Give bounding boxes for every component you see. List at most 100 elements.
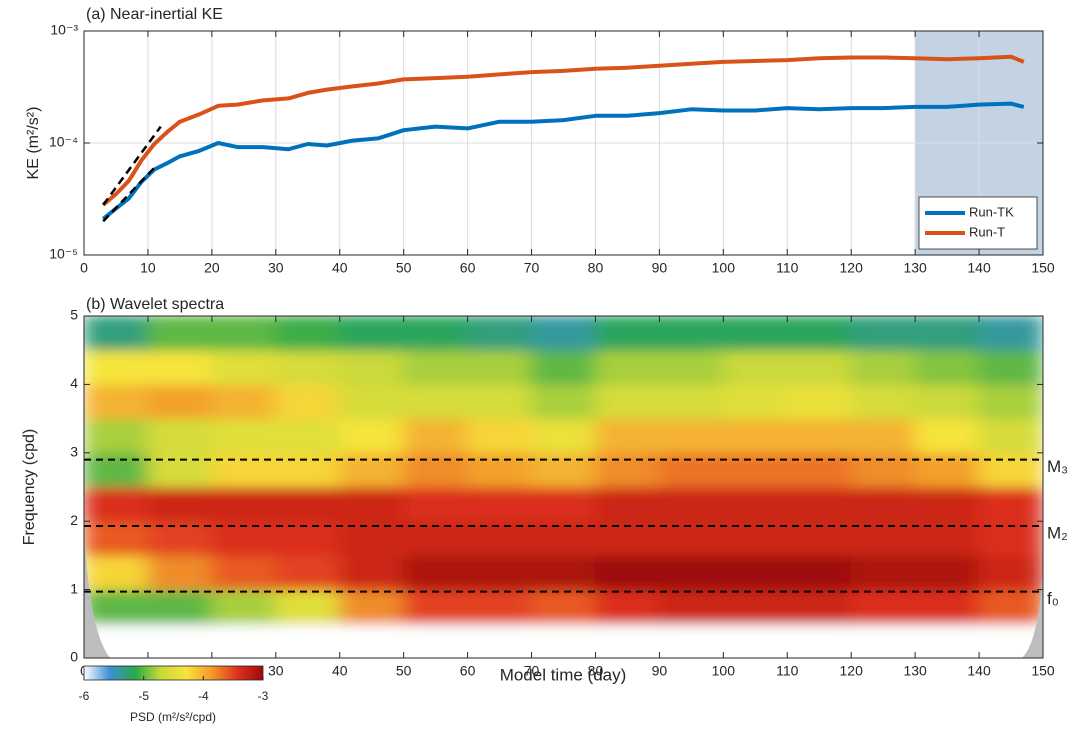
heatmap-cell [339, 623, 405, 658]
series-line [101, 54, 1025, 207]
heatmap-cell [786, 418, 852, 454]
heatmap-cell [722, 554, 788, 591]
y-tick-label: 5 [70, 307, 78, 323]
heatmap-cell [594, 383, 660, 420]
heatmap-cell [467, 589, 533, 625]
y-tick-label: 4 [70, 375, 78, 391]
x-tick-label: 150 [1031, 663, 1055, 679]
y-tick-label: 10⁻⁴ [49, 134, 78, 150]
heatmap-cell [211, 554, 277, 591]
x-tick-label: 110 [776, 663, 799, 679]
heatmap-cell [339, 554, 405, 591]
x-tick-label: 70 [524, 663, 540, 679]
heatmap-cell [594, 349, 660, 385]
heatmap-cell [275, 349, 341, 385]
heatmap-cell [594, 452, 660, 488]
heatmap-cell [658, 452, 724, 488]
heatmap-cell [467, 554, 533, 591]
heatmap-cell [658, 589, 724, 625]
heatmap-cell [403, 589, 469, 625]
heatmap-cell [722, 383, 788, 420]
heatmap-cell [147, 418, 213, 454]
heatmap-cell [914, 418, 980, 454]
heatmap-cell [850, 418, 916, 454]
panel-a-title: (a) Near-inertial KE [86, 6, 223, 23]
heatmap-cell [850, 383, 916, 420]
x-tick-label: 130 [903, 663, 927, 679]
heatmap-cell [211, 452, 277, 488]
panel-a: 0 10 20 30 40 50 60 70 80 90 100 110 120 130 140 150 10⁻… [49, 22, 1055, 276]
heatmap-cell [147, 349, 213, 385]
x-tick-label: 80 [588, 260, 604, 276]
colorbar-tick-label: -5 [138, 689, 149, 703]
heatmap-cell [850, 452, 916, 488]
heatmap-cell [403, 623, 469, 658]
heatmap-cell [978, 589, 1043, 625]
fit-line [102, 125, 162, 206]
heatmap-cell [658, 316, 724, 351]
heatmap-cell [722, 486, 788, 522]
x-tick-label: 50 [396, 260, 412, 276]
heatmap-cell [850, 589, 916, 625]
heatmap-cell [147, 623, 213, 658]
heatmap-cell [786, 349, 852, 385]
heatmap-cell [531, 589, 596, 625]
x-axis-label: Model time (day) [500, 665, 627, 684]
x-tick-label: 130 [903, 260, 927, 276]
x-tick-label: 20 [204, 260, 220, 276]
heatmap-cell [914, 316, 980, 351]
heatmap-cell [531, 383, 596, 420]
heatmap-cell [722, 623, 788, 658]
heatmap-cell [786, 554, 852, 591]
heatmap-cell [978, 554, 1043, 591]
heatmap-cell [211, 486, 277, 522]
heatmap-cell [722, 349, 788, 385]
heatmap-cell [211, 316, 277, 351]
heatmap-cell [467, 349, 533, 385]
heatmap-cell [978, 383, 1043, 420]
heatmap-cell [211, 349, 277, 385]
legend-label: Run-TK [969, 204, 1014, 219]
x-tick-label: 0 [80, 260, 88, 276]
heatmap-cell [275, 383, 341, 420]
y-tick-label: 3 [70, 444, 78, 460]
heatmap-cell [275, 452, 341, 488]
heatmap-cell [147, 554, 213, 591]
heatmap-cell [84, 589, 149, 625]
colorbar-label: PSD (m²/s²/cpd) [130, 710, 216, 724]
heatmap-cell [594, 316, 660, 351]
heatmap-cell [211, 383, 277, 420]
heatmap-cell [786, 623, 852, 658]
x-tick-label: 80 [588, 663, 604, 679]
x-tick-label: 30 [268, 663, 284, 679]
heatmap-cell [722, 452, 788, 488]
y-tick-label: 10⁻³ [50, 22, 78, 38]
heatmap-cell [914, 554, 980, 591]
heatmap-cell [914, 623, 980, 658]
heatmap-cell [722, 418, 788, 454]
heatmap-cell [84, 349, 149, 385]
heatmap-cell [658, 623, 724, 658]
heatmap-cell [403, 554, 469, 591]
x-tick-label: 40 [332, 260, 348, 276]
heatmap-cell [211, 623, 277, 658]
colorbar-tick-label: -3 [258, 689, 269, 703]
heatmap-cell [84, 316, 149, 351]
x-tick-label: 50 [396, 663, 412, 679]
heatmap-cell [978, 316, 1043, 351]
heatmap-cell [467, 486, 533, 522]
heatmap-cell [275, 316, 341, 351]
x-tick-label: 140 [967, 260, 991, 276]
heatmap-cell [339, 349, 405, 385]
colorbar-tick-label: -4 [198, 689, 209, 703]
heatmap-cells [84, 316, 1043, 658]
x-tick-label: 140 [967, 663, 991, 679]
heatmap-cell [84, 486, 149, 522]
heatmap-cell [850, 486, 916, 522]
heatmap-cell [147, 316, 213, 351]
x-tick-label: 90 [652, 260, 668, 276]
heatmap-cell [275, 418, 341, 454]
legend-label: Run-T [969, 224, 1005, 239]
heatmap-cell [914, 452, 980, 488]
